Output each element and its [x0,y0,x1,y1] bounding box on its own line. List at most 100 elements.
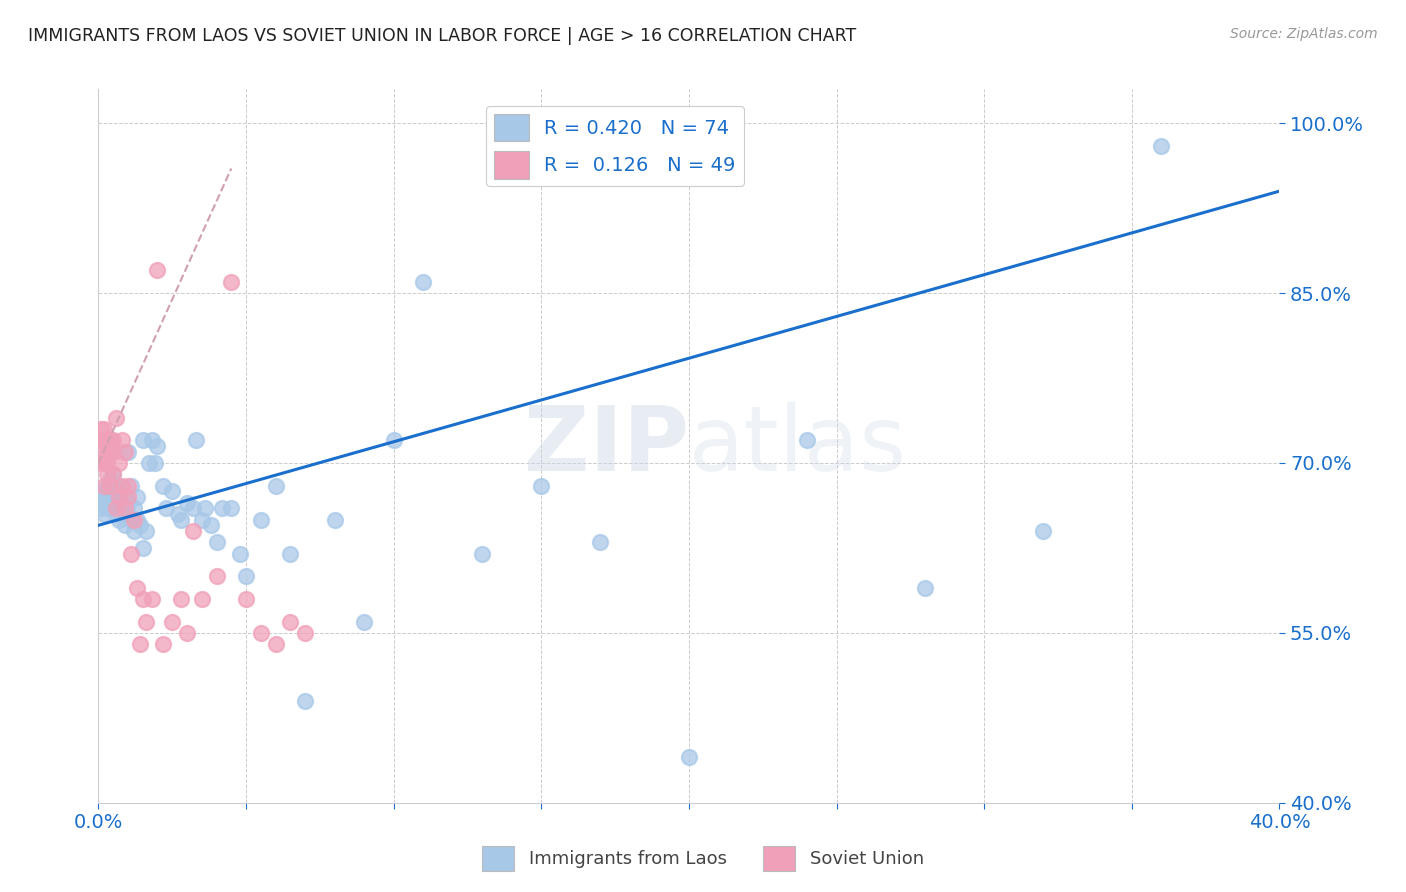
Point [105,484,128,499]
Point [205,569,228,583]
Point [103,467,125,482]
Point [108,490,131,504]
Point [111,495,134,509]
Point [353,615,375,629]
Point [143,456,166,470]
Point [167,507,190,521]
Point [98,478,121,492]
Point [103,501,125,516]
Point [229,547,252,561]
Point [1032,524,1054,538]
Point [191,513,214,527]
Point [114,444,136,458]
Point [176,495,198,509]
Point [1150,138,1173,153]
Point [125,490,148,504]
Text: IMMIGRANTS FROM LAOS VS SOVIET UNION IN LABOR FORCE | AGE > 16 CORRELATION CHART: IMMIGRANTS FROM LAOS VS SOVIET UNION IN … [28,27,856,45]
Point [120,547,142,561]
Text: Source: ZipAtlas.com: Source: ZipAtlas.com [1230,27,1378,41]
Point [125,513,148,527]
Point [141,434,163,448]
Point [93,434,115,448]
Point [96,478,118,492]
Point [205,535,228,549]
Point [250,626,273,640]
Point [105,507,128,521]
Point [103,467,125,482]
Point [250,513,273,527]
Point [111,507,134,521]
Point [93,478,115,492]
Point [111,478,134,492]
Point [90,444,112,458]
Point [914,581,936,595]
Point [235,591,257,606]
Point [162,484,183,499]
Point [108,456,131,470]
Point [96,467,118,482]
Point [117,507,139,521]
Point [111,434,134,448]
Point [181,501,204,516]
Point [114,501,136,516]
Point [219,501,242,516]
Point [146,263,169,277]
Point [105,501,128,516]
Point [264,637,287,651]
Point [90,422,112,436]
Point [122,501,145,516]
Point [138,456,160,470]
Point [117,444,139,458]
Point [135,615,157,629]
Point [125,581,148,595]
Point [108,513,131,527]
Point [191,591,214,606]
Point [382,434,405,448]
Point [117,478,139,492]
Point [120,478,142,492]
Point [278,547,302,561]
Point [90,456,112,470]
Point [120,513,142,527]
Point [96,456,118,470]
Point [170,591,193,606]
Point [471,547,494,561]
Point [96,501,118,516]
Point [90,490,112,504]
Point [117,495,139,509]
Point [98,434,121,448]
Point [200,518,222,533]
Point [96,490,118,504]
Point [108,478,131,492]
Point [294,694,316,708]
Point [132,541,155,555]
Point [114,518,136,533]
Point [103,434,125,448]
Point [96,444,118,458]
Point [93,456,115,470]
Point [219,275,242,289]
Point [162,615,183,629]
Point [90,501,112,516]
Point [152,478,174,492]
Text: ZIP: ZIP [524,402,689,490]
Point [278,615,302,629]
Point [589,535,612,549]
Point [211,501,233,516]
Point [132,434,155,448]
Point [132,591,155,606]
Point [181,524,204,538]
Point [412,275,434,289]
Text: atlas: atlas [689,402,907,490]
Point [235,569,257,583]
Point [103,490,125,504]
Point [98,444,121,458]
Point [141,591,163,606]
Point [105,495,128,509]
Point [146,439,169,453]
Point [678,750,700,764]
Point [98,473,121,487]
Point [98,484,121,499]
Point [93,495,115,509]
Point [170,513,193,527]
